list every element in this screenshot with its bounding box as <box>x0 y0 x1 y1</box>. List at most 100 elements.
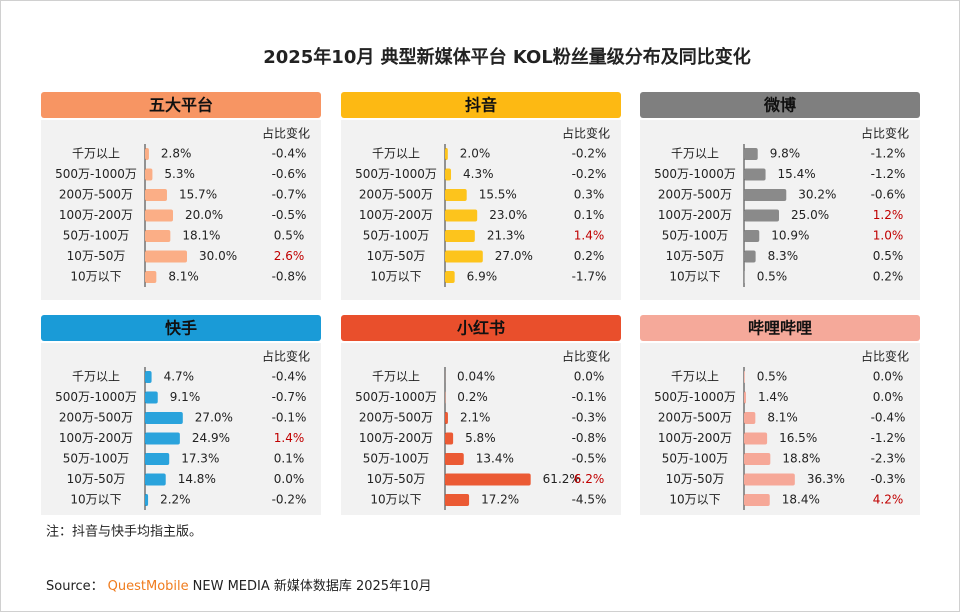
value-label: 0.5% <box>757 370 788 384</box>
change-label: -0.4% <box>871 411 906 425</box>
panel-header <box>41 315 321 341</box>
source-text: NEW MEDIA 新媒体数据库 2025年10月 <box>193 578 432 594</box>
change-label: -0.1% <box>272 411 307 425</box>
value-label: 8.3% <box>768 249 799 263</box>
change-label: 1.4% <box>574 229 605 243</box>
bar <box>445 230 475 242</box>
panel-header <box>640 92 920 118</box>
change-header: 占比变化 <box>861 126 909 141</box>
change-label: -1.7% <box>572 270 607 284</box>
change-label: -0.8% <box>572 431 607 445</box>
value-label: 30.2% <box>798 188 836 202</box>
category-label: 10万以下 <box>70 493 121 507</box>
bar <box>145 250 187 263</box>
category-label: 50万-100万 <box>662 229 729 243</box>
bar <box>744 230 760 242</box>
value-label: 15.5% <box>479 188 517 202</box>
value-label: 17.2% <box>481 493 519 507</box>
bar <box>744 371 745 383</box>
category-label: 10万-50万 <box>367 249 426 263</box>
value-label: 25.0% <box>791 208 829 222</box>
category-label: 10万以下 <box>370 270 421 284</box>
value-label: 0.04% <box>457 370 495 384</box>
value-label: 30.0% <box>199 249 237 263</box>
bar <box>145 230 171 242</box>
change-label: -0.2% <box>572 167 607 181</box>
value-label: 2.2% <box>160 493 191 507</box>
bar <box>744 250 756 263</box>
value-label: 8.1% <box>168 270 199 284</box>
panel-body <box>640 120 920 300</box>
page-title: 2025年10月 典型新媒体平台 KOL粉丝量级分布及同比变化 <box>263 46 751 68</box>
value-label: 2.0% <box>460 147 491 161</box>
value-label: 24.9% <box>192 431 230 445</box>
change-label: 0.5% <box>873 249 904 263</box>
value-label: 15.7% <box>179 188 217 202</box>
value-label: 18.4% <box>782 493 820 507</box>
category-label: 10万-50万 <box>367 472 426 486</box>
change-label: 0.1% <box>274 452 305 466</box>
panel-body <box>341 343 621 515</box>
value-label: 13.4% <box>476 452 514 466</box>
value-label: 27.0% <box>495 249 533 263</box>
change-header: 占比变化 <box>262 349 310 364</box>
panel-title: 哔哩哔哩 <box>748 319 812 338</box>
category-label: 10万-50万 <box>666 472 725 486</box>
category-label: 200万-500万 <box>59 411 133 425</box>
category-label: 千万以上 <box>372 147 420 161</box>
bar <box>145 148 149 160</box>
category-label: 500万-1000万 <box>55 167 137 181</box>
change-label: 2.6% <box>274 249 305 263</box>
change-header: 占比变化 <box>562 126 610 141</box>
bar <box>145 473 166 486</box>
bar <box>445 189 467 201</box>
change-label: -1.2% <box>871 167 906 181</box>
value-label: 17.3% <box>181 452 219 466</box>
panel-title: 微博 <box>763 96 796 115</box>
value-label: 2.1% <box>460 411 491 425</box>
category-label: 10万以下 <box>70 270 121 284</box>
category-label: 千万以上 <box>671 147 719 161</box>
value-label: 21.3% <box>487 229 525 243</box>
panel-body <box>640 343 920 515</box>
value-label: 15.4% <box>778 167 816 181</box>
bar <box>744 494 770 506</box>
panel-body <box>41 120 321 300</box>
category-label: 10万-50万 <box>67 472 126 486</box>
value-label: 18.1% <box>182 229 220 243</box>
bar <box>744 412 756 424</box>
value-label: 20.0% <box>185 208 223 222</box>
bar <box>445 209 478 222</box>
category-label: 500万-1000万 <box>654 390 736 404</box>
category-label: 千万以上 <box>72 370 120 384</box>
panel-body <box>41 343 321 515</box>
bar <box>145 432 180 445</box>
bar <box>445 168 452 181</box>
panel-header <box>341 92 621 118</box>
change-label: -1.2% <box>871 147 906 161</box>
category-label: 10万以下 <box>669 493 720 507</box>
bar <box>145 391 158 404</box>
change-label: -0.7% <box>272 390 307 404</box>
change-label: 0.0% <box>274 472 305 486</box>
change-label: -0.8% <box>272 270 307 284</box>
change-label: -0.7% <box>272 188 307 202</box>
change-label: -0.5% <box>272 208 307 222</box>
change-label: -0.3% <box>871 472 906 486</box>
change-label: -4.5% <box>572 493 607 507</box>
change-label: -0.6% <box>272 167 307 181</box>
panel-title: 快手 <box>165 319 197 338</box>
change-label: 0.2% <box>574 249 605 263</box>
source: Source： QuestMobile NEW MEDIA 新媒体数据库 2025年… <box>46 578 432 594</box>
bar <box>445 453 464 465</box>
bar <box>145 453 170 465</box>
category-label: 100万-200万 <box>59 208 133 222</box>
category-label: 千万以上 <box>372 370 420 384</box>
change-header: 占比变化 <box>562 349 610 364</box>
category-label: 50万-100万 <box>63 229 130 243</box>
panel-title: 小红书 <box>457 319 505 338</box>
bar <box>744 148 758 160</box>
change-label: -2.3% <box>871 452 906 466</box>
category-label: 50万-100万 <box>63 452 130 466</box>
